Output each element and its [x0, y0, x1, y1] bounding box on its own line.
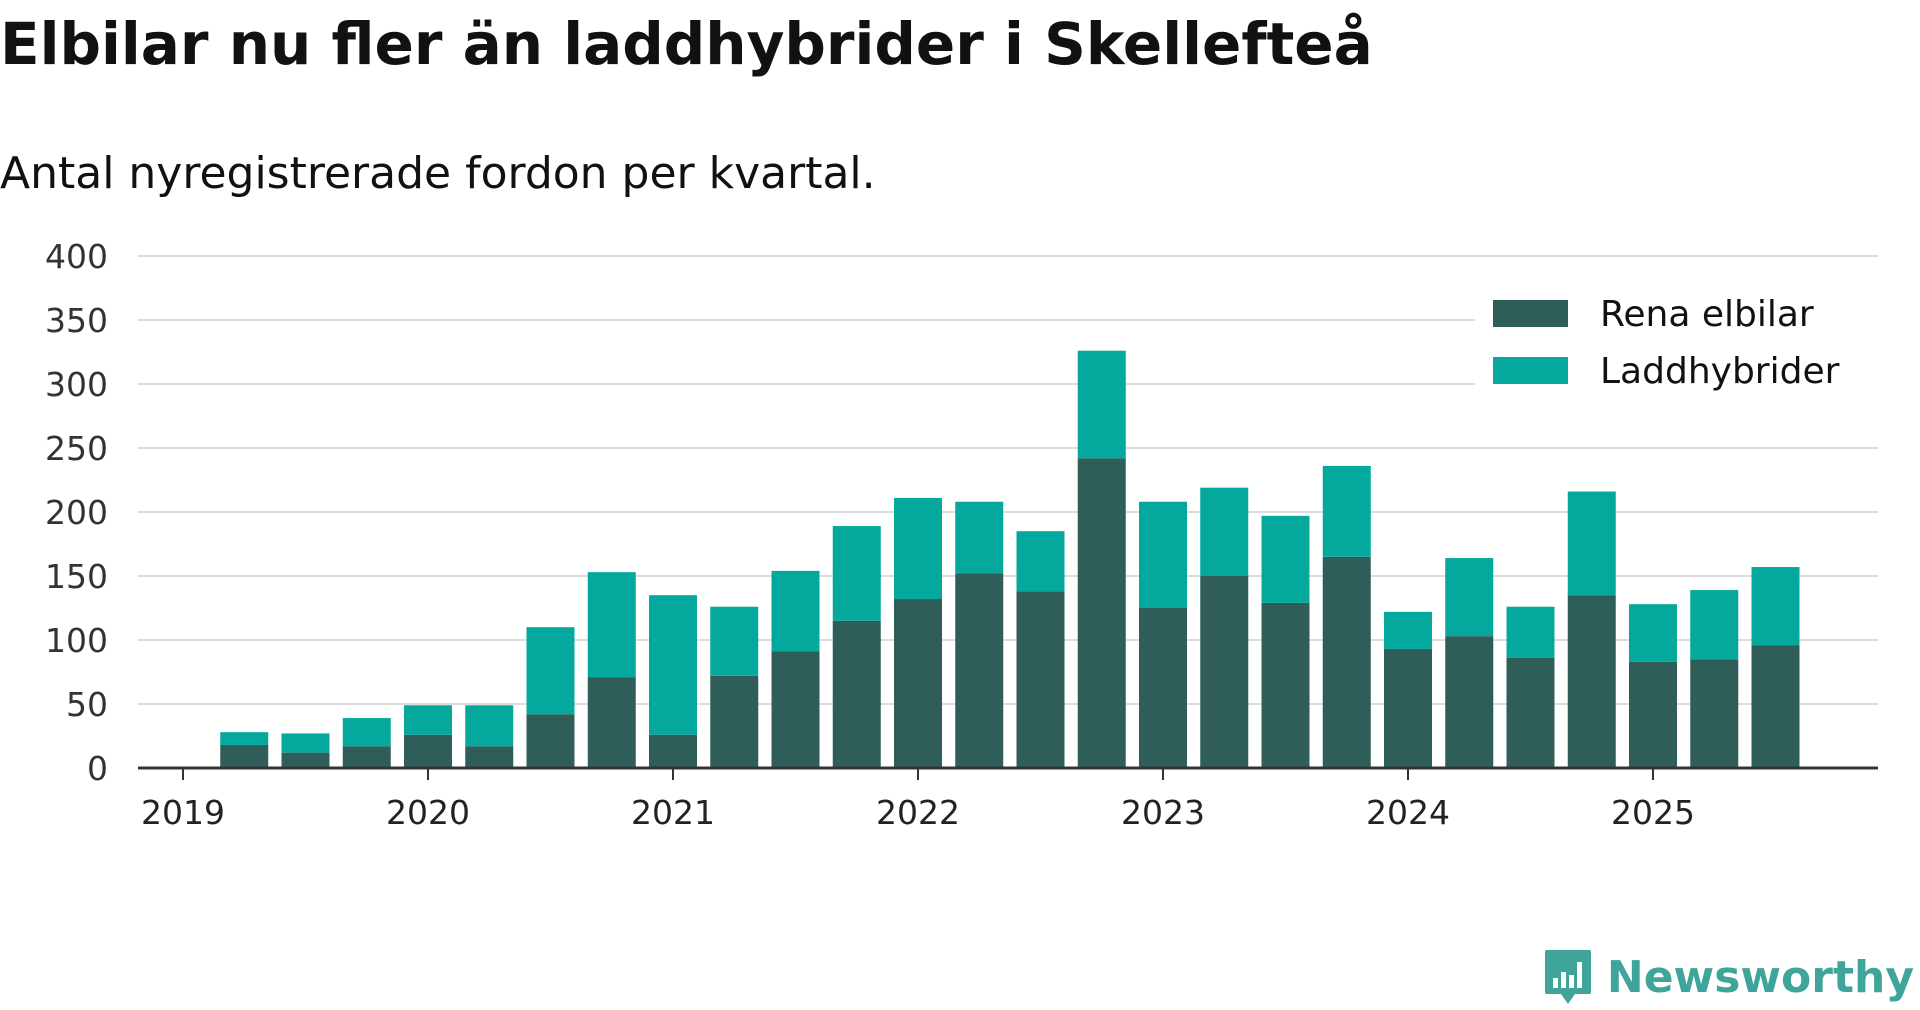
- x-tick-label: 2022: [876, 793, 960, 832]
- bar-rena-elbilar: [1322, 556, 1371, 768]
- bar-rena-elbilar: [1445, 636, 1494, 768]
- bar-laddhybrider: [526, 627, 575, 715]
- bar-rena-elbilar: [1139, 608, 1187, 768]
- x-tick-label: 2025: [1611, 793, 1695, 832]
- bar-rena-elbilar: [342, 746, 391, 768]
- chart-title: Elbilar nu fler än laddhybrider i Skelle…: [0, 10, 1373, 78]
- y-tick-label: 200: [45, 493, 108, 532]
- bar-laddhybrider: [342, 718, 391, 747]
- bar-rena-elbilar: [1261, 602, 1310, 768]
- x-tick-label: 2024: [1366, 793, 1450, 832]
- bar-laddhybrider: [404, 705, 452, 735]
- chart-subtitle: Antal nyregistrerade fordon per kvartal.: [0, 148, 876, 199]
- bar-laddhybrider: [1322, 465, 1371, 557]
- bar-laddhybrider: [832, 526, 881, 621]
- x-tick-label: 2020: [386, 793, 470, 832]
- bar-rena-elbilar: [1016, 591, 1065, 768]
- bar-rena-elbilar: [1751, 645, 1800, 768]
- bar-rena-elbilar: [1077, 458, 1126, 768]
- bar-laddhybrider: [1445, 558, 1494, 637]
- bar-rena-elbilar: [894, 599, 942, 768]
- bar-rena-elbilar: [281, 752, 330, 768]
- x-tick-label: 2023: [1121, 793, 1205, 832]
- bar-rena-elbilar: [465, 746, 514, 768]
- newsworthy-logo-icon: [1544, 950, 1591, 1004]
- y-tick-label: 0: [87, 749, 108, 788]
- legend-swatch-laddhybrider: [1493, 357, 1568, 384]
- bar-laddhybrider: [465, 705, 514, 747]
- bar-laddhybrider: [1751, 567, 1800, 646]
- bar-laddhybrider: [1384, 611, 1432, 649]
- bar-laddhybrider: [1567, 491, 1616, 596]
- legend-label-laddhybrider: Laddhybrider: [1600, 351, 1840, 392]
- y-tick-label: 250: [45, 429, 108, 468]
- bar-laddhybrider: [1506, 606, 1555, 658]
- bar-rena-elbilar: [404, 734, 452, 768]
- bars: [220, 350, 1800, 768]
- y-tick-label: 350: [45, 301, 108, 340]
- bar-laddhybrider: [1077, 350, 1126, 459]
- bar-laddhybrider: [1629, 604, 1677, 662]
- y-tick-label: 50: [66, 685, 108, 724]
- bar-rena-elbilar: [1567, 595, 1616, 768]
- bar-laddhybrider: [1690, 590, 1739, 660]
- bar-rena-elbilar: [587, 677, 636, 768]
- bar-rena-elbilar: [220, 744, 269, 768]
- x-tick-label: 2021: [631, 793, 715, 832]
- y-tick-label: 300: [45, 365, 108, 404]
- bar-laddhybrider: [894, 497, 942, 600]
- bar-rena-elbilar: [649, 734, 697, 768]
- y-tick-label: 150: [45, 557, 108, 596]
- y-axis-ticks: 0 50 100 150 200 250 300 350 400: [45, 237, 108, 788]
- bar-laddhybrider: [587, 572, 636, 678]
- bar-rena-elbilar: [955, 573, 1004, 768]
- bar-laddhybrider: [220, 732, 269, 745]
- bar-laddhybrider: [710, 606, 759, 676]
- bar-rena-elbilar: [1384, 648, 1432, 768]
- x-axis: 2019 2020 2021 2022 2023 2024 2025: [138, 766, 1878, 832]
- bar-rena-elbilar: [710, 675, 759, 768]
- bar-laddhybrider: [1200, 487, 1249, 576]
- bar-rena-elbilar: [526, 714, 575, 768]
- newsworthy-brand: Newsworthy: [1543, 948, 1914, 1006]
- x-tick-label: 2019: [141, 793, 225, 832]
- legend-label-rena-elbilar: Rena elbilar: [1600, 294, 1814, 335]
- bar-laddhybrider: [1139, 501, 1187, 608]
- bar-rena-elbilar: [1200, 576, 1249, 768]
- legend: Rena elbilar Laddhybrider: [1475, 294, 1895, 395]
- legend-swatch-rena-elbilar: [1493, 300, 1568, 327]
- bar-laddhybrider: [1016, 531, 1065, 592]
- y-tick-label: 400: [45, 237, 108, 276]
- bar-laddhybrider: [1261, 515, 1310, 603]
- brand-name: Newsworthy: [1606, 951, 1914, 1003]
- bar-rena-elbilar: [1690, 659, 1739, 768]
- bar-rena-elbilar: [1629, 661, 1677, 768]
- bar-laddhybrider: [649, 595, 697, 735]
- bar-rena-elbilar: [771, 651, 820, 768]
- y-tick-label: 100: [45, 621, 108, 660]
- bar-rena-elbilar: [832, 620, 881, 768]
- bar-rena-elbilar: [1506, 657, 1555, 768]
- bar-laddhybrider: [771, 570, 820, 652]
- bar-laddhybrider: [281, 733, 330, 753]
- bar-laddhybrider: [955, 501, 1004, 574]
